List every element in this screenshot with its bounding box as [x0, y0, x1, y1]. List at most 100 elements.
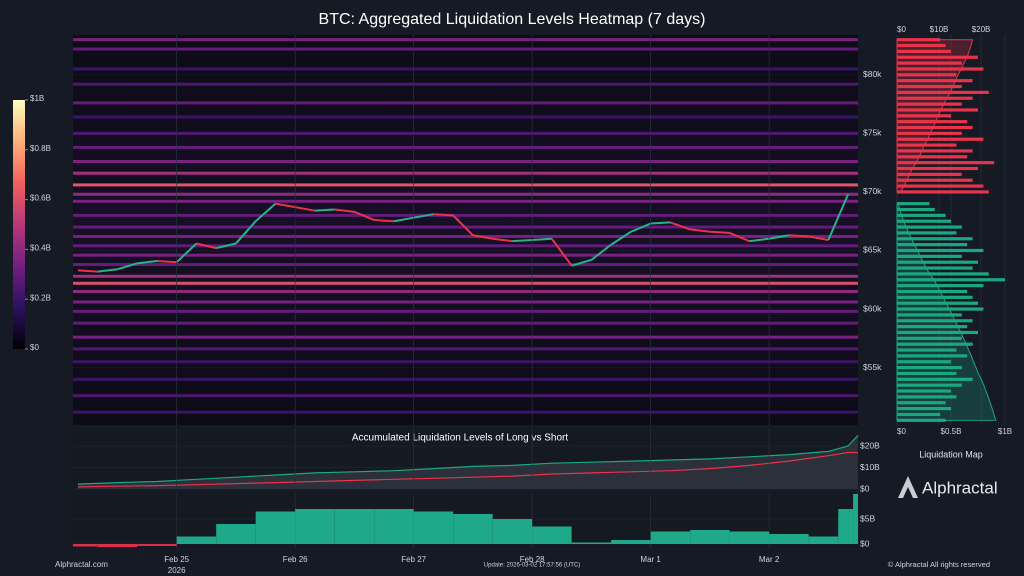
liquidation-band [73, 335, 858, 339]
price-segment [294, 206, 316, 212]
liquidation-band [73, 82, 858, 86]
liquidation-bar [897, 371, 957, 376]
heatmap-plot [73, 35, 858, 425]
price-segment [630, 222, 652, 233]
liquidation-band [73, 253, 858, 257]
colorbar-label: $0.6B [30, 194, 51, 203]
colorbar-label: $0 [30, 343, 39, 352]
liquidation-band [73, 309, 858, 313]
price-segment [413, 213, 434, 219]
price-segment [117, 262, 138, 271]
liquidation-band [73, 410, 858, 414]
footer-copyright: © Alphractal All rights reserved [888, 560, 990, 569]
footer-update: Update: 2026-03-02 17:57:56 (UTC) [484, 563, 580, 569]
liquidation-bar [897, 172, 962, 176]
liquidation-bar [897, 248, 984, 253]
diff-bar [255, 511, 296, 544]
liquidation-bar [897, 278, 1005, 282]
diff-bar [611, 540, 651, 544]
liq-map-title: Liquidation Map [919, 449, 983, 459]
y-tick-label: $20B [860, 440, 880, 450]
liquidation-bar [897, 412, 941, 417]
liquidation-band [73, 244, 858, 248]
price-segment [77, 269, 98, 273]
liquidation-band [73, 171, 858, 175]
y-tick-label: $0 [860, 483, 870, 493]
liquidation-bar [897, 120, 968, 124]
price-segment [690, 228, 711, 233]
y-tick-label: $60k [863, 303, 882, 313]
colorbar-label: $0.4B [30, 244, 51, 253]
liquidation-bar [897, 243, 968, 247]
liquidation-bar [897, 418, 946, 422]
price-segment [532, 237, 552, 241]
price-segment [492, 237, 513, 243]
liquidation-band [73, 274, 858, 278]
liquidation-bar [897, 237, 973, 241]
x-tick-label: Mar 1 [640, 555, 661, 564]
liquidation-bar [897, 190, 989, 194]
x-tick-label: Mar 2 [759, 555, 780, 564]
liquidation-bar [897, 354, 968, 358]
price-segment [255, 202, 277, 222]
price-segment [650, 221, 671, 225]
liquidation-bar [897, 96, 973, 100]
liquidation-bar [897, 114, 951, 118]
price-segment [156, 260, 177, 264]
liquidation-bar [897, 137, 984, 141]
diff-bar [492, 519, 533, 544]
liquidation-bar [897, 266, 973, 270]
liquidation-bar [897, 336, 962, 340]
liquidation-bar [897, 295, 973, 299]
liquidation-band [73, 234, 858, 238]
x-tick-label: $0 [897, 427, 906, 436]
colorbar-label: $0.2B [30, 293, 51, 302]
diff-bar [453, 514, 493, 544]
liquidation-bar [897, 360, 951, 364]
x-tick-label: Feb 26 [283, 555, 308, 564]
price-segment [275, 202, 296, 209]
liquidation-bar [897, 102, 962, 106]
liquidation-bar [897, 207, 935, 212]
x2-tick-label: $10B [930, 25, 949, 34]
price-segment [729, 232, 750, 243]
liquidation-band [73, 159, 858, 163]
liquidation-bar [897, 389, 951, 393]
liquidation-bar [897, 330, 978, 335]
liquidation-bar [897, 161, 995, 165]
brand: Alphractal [922, 478, 998, 497]
diff-bar [295, 509, 335, 544]
price-segment [808, 235, 829, 241]
footer-site: Alphractal.com [55, 560, 108, 569]
y-tick-label: $80k [863, 69, 882, 79]
liquidation-bar [897, 254, 962, 258]
liquidation-bar [897, 125, 973, 130]
liquidation-bar [897, 313, 962, 317]
liquidation-bar [897, 43, 946, 48]
liquidation-band [73, 360, 858, 364]
chart-title: BTC: Aggregated Liquidation Levels Heatm… [319, 11, 706, 28]
liquidation-band [73, 321, 858, 325]
liquidation-bar [897, 166, 978, 171]
liquidation-bar [897, 149, 973, 153]
diff-bar [838, 509, 854, 544]
price-segment [551, 238, 573, 267]
y-tick-label: $65k [863, 245, 882, 255]
price-segment [433, 213, 454, 217]
liquidation-band [73, 213, 858, 217]
diff-bar [650, 531, 691, 544]
liquidation-bar [897, 342, 973, 346]
liquidation-band [73, 347, 858, 351]
liquidation-bar [897, 225, 962, 229]
liquidation-bar [897, 38, 941, 42]
price-segment [334, 208, 355, 213]
price-segment [610, 230, 632, 246]
price-segment [827, 193, 850, 241]
x-tick-label: Feb 28 [520, 555, 545, 564]
liquidation-band [73, 263, 858, 267]
liquidation-bar [897, 231, 957, 235]
price-segment [749, 237, 770, 243]
y-tick-label: $75k [863, 128, 882, 138]
